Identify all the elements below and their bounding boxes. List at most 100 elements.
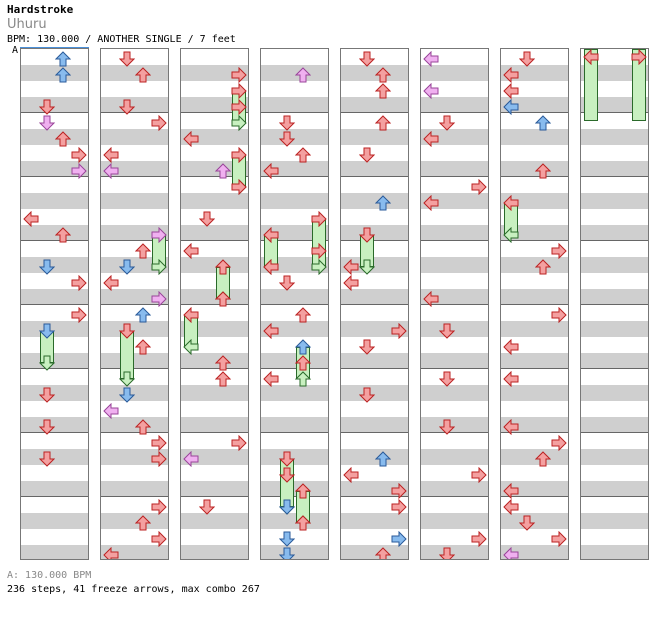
down-arrow-icon: [279, 467, 295, 483]
beat-stripe: [501, 129, 568, 145]
beat-stripe: [341, 161, 408, 177]
beat-stripe: [341, 513, 408, 529]
left-arrow-icon: [183, 131, 199, 147]
beat-stripe: [421, 353, 488, 369]
beat-stripe: [21, 385, 88, 401]
up-arrow-icon: [135, 243, 151, 259]
beat-stripe: [341, 481, 408, 497]
left-arrow-icon: [423, 131, 439, 147]
beat-stripe: [341, 417, 408, 433]
down-arrow-icon: [279, 131, 295, 147]
left-arrow-icon: [423, 51, 439, 67]
down-arrow-icon: [439, 547, 455, 559]
beat-stripe: [261, 417, 328, 433]
up-arrow-icon: [375, 451, 391, 467]
right-arrow-icon: [231, 83, 247, 99]
left-arrow-icon: [103, 547, 119, 559]
beat-stripe: [581, 193, 648, 209]
right-arrow-icon: [391, 483, 407, 499]
down-arrow-icon: [119, 259, 135, 275]
measure-line: [421, 432, 488, 433]
beat-stripe: [261, 481, 328, 497]
right-arrow-icon: [71, 275, 87, 291]
beat-stripe: [341, 65, 408, 81]
beat-stripe: [421, 385, 488, 401]
section-marker: A: [12, 45, 19, 56]
down-arrow-icon: [279, 451, 295, 467]
beat-stripe: [261, 449, 328, 465]
beat-stripe: [341, 129, 408, 145]
left-arrow-icon: [183, 307, 199, 323]
left-arrow-icon: [183, 451, 199, 467]
up-arrow-icon: [215, 291, 231, 307]
measure-line: [421, 176, 488, 177]
step-stats: 236 steps, 41 freeze arrows, max combo 2…: [7, 584, 260, 595]
beat-stripe: [21, 289, 88, 305]
measure-line: [181, 496, 248, 497]
beat-stripe: [101, 97, 168, 113]
up-arrow-icon: [135, 419, 151, 435]
beat-stripe: [581, 129, 648, 145]
up-arrow-icon: [215, 163, 231, 179]
beat-stripe: [181, 193, 248, 209]
measure-line: [501, 304, 568, 305]
beat-stripe: [501, 161, 568, 177]
up-arrow-icon: [295, 339, 311, 355]
measure-line: [261, 496, 328, 497]
right-arrow-icon: [151, 227, 167, 243]
up-arrow-icon: [535, 259, 551, 275]
up-arrow-icon: [295, 67, 311, 83]
measure-line: [21, 112, 88, 113]
measure-line: [421, 496, 488, 497]
left-arrow-icon: [503, 483, 519, 499]
beat-stripe: [101, 225, 168, 241]
beat-stripe: [181, 257, 248, 273]
measure-line: [581, 304, 648, 305]
beat-stripe: [501, 257, 568, 273]
down-arrow-icon: [359, 51, 375, 67]
beat-stripe: [101, 385, 168, 401]
measure-line: [581, 496, 648, 497]
beat-stripe: [341, 353, 408, 369]
up-arrow-icon: [295, 355, 311, 371]
measure-line: [101, 176, 168, 177]
left-arrow-icon: [23, 211, 39, 227]
right-arrow-icon: [231, 435, 247, 451]
right-arrow-icon: [471, 467, 487, 483]
down-arrow-icon: [119, 51, 135, 67]
measure-line: [341, 240, 408, 241]
beat-stripe: [21, 97, 88, 113]
beat-stripe: [581, 385, 648, 401]
beat-stripe: [421, 321, 488, 337]
beat-stripe: [421, 481, 488, 497]
down-arrow-icon: [39, 323, 55, 339]
left-arrow-icon: [263, 259, 279, 275]
artist-name: Hardstroke: [7, 3, 74, 16]
right-arrow-icon: [231, 179, 247, 195]
right-arrow-icon: [311, 259, 327, 275]
up-arrow-icon: [295, 483, 311, 499]
beat-stripe: [421, 161, 488, 177]
measure-line: [21, 368, 88, 369]
up-arrow-icon: [135, 307, 151, 323]
measure-line: [501, 112, 568, 113]
beat-stripe: [501, 321, 568, 337]
measure-line: [181, 432, 248, 433]
beat-stripe: [101, 449, 168, 465]
measure-line: [341, 304, 408, 305]
measure-line: [581, 112, 648, 113]
left-arrow-icon: [263, 323, 279, 339]
measure-line: [21, 304, 88, 305]
beat-stripe: [181, 65, 248, 81]
right-arrow-icon: [551, 435, 567, 451]
beat-stripe: [21, 129, 88, 145]
beat-stripe: [501, 385, 568, 401]
beat-stripe: [581, 513, 648, 529]
left-arrow-icon: [263, 163, 279, 179]
down-arrow-icon: [359, 387, 375, 403]
up-arrow-icon: [375, 67, 391, 83]
beat-stripe: [421, 513, 488, 529]
beat-stripe: [581, 321, 648, 337]
beat-stripe: [181, 353, 248, 369]
beat-stripe: [581, 353, 648, 369]
